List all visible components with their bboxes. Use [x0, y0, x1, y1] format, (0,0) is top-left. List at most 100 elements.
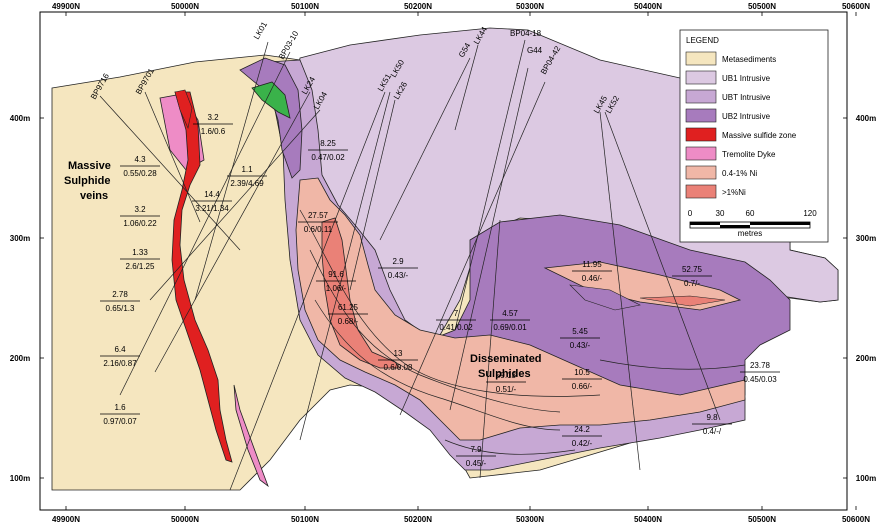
y-tick-label-right: 100m — [856, 474, 876, 483]
intercept-grade: 0.51/- — [496, 385, 517, 394]
drillhole-trace — [379, 57, 471, 241]
intercept-label: 5.45 0.43/- — [560, 327, 600, 350]
drillhole-trace — [399, 81, 546, 416]
intercept-length: 59.13 — [496, 371, 517, 380]
x-tick-label-bottom: 50300N — [516, 515, 544, 524]
intercept-grade: 1.6/0.6 — [201, 127, 226, 136]
intercept-grade: 0.43/- — [388, 271, 409, 280]
intercept-length: 10.5 — [574, 368, 590, 377]
intercept-label: 7.9 0.45/- — [456, 445, 496, 468]
legend-swatch — [685, 127, 717, 142]
drillhole-trace — [144, 91, 201, 223]
intercept-label: 61.25 0.68/- — [328, 303, 368, 326]
sulphides-label: Sulphides — [478, 368, 531, 380]
intercept-label: 24.2 0.42/- — [562, 425, 602, 448]
intercept-grade: 3.21/1.34 — [195, 204, 229, 213]
intercept-label: 2.78 0.65/1.3 — [100, 290, 140, 313]
scale-tick-label: 30 — [716, 209, 725, 218]
drillhole-trace — [604, 111, 721, 421]
drillhole-trace — [229, 91, 386, 491]
intercept-grade: 0.41/0.02 — [439, 323, 473, 332]
x-tick-label-top: 50500N — [748, 2, 776, 11]
x-tick-label-top: 50000N — [171, 2, 199, 11]
y-tick-label-right: 400m — [856, 114, 876, 123]
intercept-length: 6.4 — [114, 345, 126, 354]
drillhole-label: G44 — [527, 46, 543, 55]
intercept-label: 4.57 0.69/0.01 — [490, 309, 530, 332]
x-tick-label-bottom: 50100N — [291, 515, 319, 524]
ni-high-grade-zone — [321, 217, 401, 369]
legend-item-label: 0.4-1% Ni — [722, 169, 757, 178]
intercept-grade: 0.6/0.08 — [384, 363, 413, 372]
intercept-grade: 0.46/- — [582, 274, 603, 283]
intercept-label: 27.57 0.6/0.11 — [298, 211, 338, 234]
scale-bar-segment — [720, 225, 750, 228]
intercept-length: 1.1 — [241, 165, 253, 174]
intercept-length: 27.57 — [308, 211, 329, 220]
scale-bar-segment — [690, 222, 720, 225]
drillhole-trace — [349, 99, 396, 291]
intercept-grade: 0.47/0.02 — [311, 153, 345, 162]
drillhole-trace — [119, 51, 291, 396]
intercept-length: 9.8 — [706, 413, 718, 422]
intercept-length: 91.6 — [328, 270, 344, 279]
intercept-label: 1.6 0.97/0.07 — [100, 403, 140, 426]
x-tick-label-top: 49900N — [52, 2, 80, 11]
y-tick-label-left: 100m — [10, 474, 30, 483]
intercept-label: 3.2 1.6/0.6 — [193, 113, 233, 136]
drillhole-traces — [99, 39, 721, 491]
intercept-length: 5.45 — [572, 327, 588, 336]
drillhole-trace — [154, 91, 311, 373]
green-zone — [251, 81, 291, 119]
intercept-label: 1.1 2.39/4.69 — [227, 165, 267, 188]
drillhole-trace — [449, 67, 529, 411]
intercept-label: 3.2 1.06/0.22 — [120, 205, 160, 228]
intercept-label: 4.3 0.55/0.28 — [120, 155, 160, 178]
intercept-length: 61.25 — [338, 303, 359, 312]
massive-sulfide-vein — [171, 91, 233, 463]
intercept-label: 23.78 0.45/0.03 — [740, 361, 780, 384]
massive-sulfide-upper — [174, 89, 193, 129]
intercept-length: 52.75 — [682, 265, 703, 274]
scale-tick-label: 60 — [746, 209, 755, 218]
intercept-label: 6.4 2.16/0.87 — [100, 345, 140, 368]
drillhole-trace — [599, 111, 641, 471]
contact-line — [309, 249, 561, 413]
disseminated-label: Disseminated — [470, 353, 542, 365]
x-tick-label-bottom: 50400N — [634, 515, 662, 524]
legend-item-label: UBT Intrusive — [722, 93, 771, 102]
x-tick-label-top: 50600N — [842, 2, 870, 11]
intercept-label: 13 0.6/0.08 — [378, 349, 418, 372]
intercept-grade: 0.4/-/ — [703, 427, 722, 436]
scale-unit-label: metres — [738, 229, 762, 238]
intercept-length: 4.3 — [134, 155, 146, 164]
intercept-length: 13 — [394, 349, 403, 358]
drillhole-trace — [454, 44, 479, 131]
intercept-length: 4.57 — [502, 309, 518, 318]
y-tick-label-right: 200m — [856, 354, 876, 363]
intercept-length: 3.2 — [134, 205, 146, 214]
x-tick-label-top: 50300N — [516, 2, 544, 11]
intercept-length: 1.33 — [132, 248, 148, 257]
y-tick-label-left: 300m — [10, 234, 30, 243]
scale-bar-segment — [750, 222, 810, 225]
ub2-lens-inner — [569, 284, 641, 311]
intercept-label: 8.25 0.47/0.02 — [308, 139, 348, 162]
legend-title: LEGEND — [686, 36, 719, 45]
x-tick-label-top: 50100N — [291, 2, 319, 11]
intercept-grade: 0.69/0.01 — [493, 323, 527, 332]
intercept-length: 7.9 — [470, 445, 482, 454]
drillhole-trace — [454, 39, 526, 331]
ub2-left-band — [239, 57, 303, 179]
contact-line — [599, 359, 746, 370]
drillhole-trace — [194, 41, 269, 301]
intercept-length: 2.78 — [112, 290, 128, 299]
intercept-label: 52.75 0.7/- — [672, 265, 712, 288]
intercept-length: 24.2 — [574, 425, 590, 434]
x-tick-label-bottom: 50600N — [842, 515, 870, 524]
intercept-grade: 0.43/- — [570, 341, 591, 350]
intercept-label: 14.4 3.21/1.34 — [192, 190, 232, 213]
scale-tick-label: 0 — [688, 209, 693, 218]
intercept-label: 10.5 0.66/- — [562, 368, 602, 391]
